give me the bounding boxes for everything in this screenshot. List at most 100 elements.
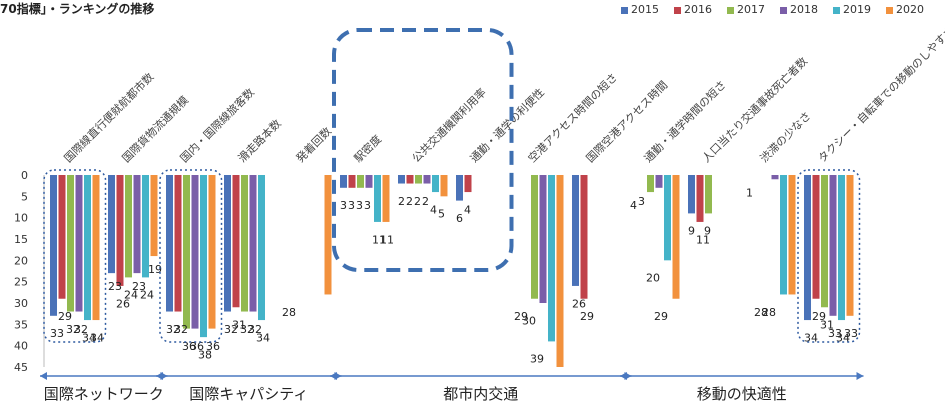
- bar: [788, 175, 796, 295]
- y-tick-label: 15: [14, 233, 28, 246]
- legend-swatch: [674, 6, 681, 14]
- data-label: 29: [58, 310, 72, 323]
- data-label: 3: [364, 199, 371, 212]
- data-label: 36: [190, 340, 204, 353]
- bar: [829, 175, 837, 316]
- data-label: 32: [240, 323, 254, 336]
- bar: [556, 175, 564, 367]
- data-label: 11: [372, 233, 386, 246]
- bar: [406, 175, 414, 184]
- bar: [432, 175, 439, 193]
- data-label: 4: [464, 203, 471, 216]
- data-label: 34: [82, 331, 96, 344]
- data-label: 34: [256, 331, 270, 344]
- bar: [672, 175, 680, 299]
- bar: [258, 175, 265, 321]
- data-label: 1: [746, 186, 753, 199]
- data-label: 33: [50, 327, 64, 340]
- data-label: 2: [406, 195, 413, 208]
- bar: [382, 175, 390, 222]
- y-tick-label: 30: [14, 297, 28, 310]
- data-label: 24: [140, 289, 154, 302]
- bar: [812, 175, 820, 299]
- data-label: 28: [762, 306, 776, 319]
- bar: [58, 175, 66, 299]
- data-label: 32: [66, 323, 80, 336]
- legend-label: 2018: [790, 3, 818, 16]
- bar: [340, 175, 347, 188]
- bar: [174, 175, 182, 312]
- bar: [440, 175, 448, 197]
- data-label: 2: [398, 195, 405, 208]
- group-label: 国際キャパシティ: [189, 385, 308, 403]
- data-label: 11: [696, 233, 710, 246]
- data-label: 24: [124, 289, 138, 302]
- bar: [464, 175, 472, 193]
- bar: [200, 175, 207, 338]
- highlight-box: [43, 169, 107, 343]
- bar: [133, 175, 141, 274]
- data-label: 39: [530, 353, 544, 366]
- data-label: 23: [108, 280, 122, 293]
- data-label: 4: [430, 203, 437, 216]
- bar: [116, 175, 124, 286]
- data-label: 3: [348, 199, 355, 212]
- bar: [150, 175, 158, 257]
- bar: [846, 175, 854, 316]
- group-arrow-head: [620, 372, 627, 380]
- data-label: 2: [414, 195, 421, 208]
- bar: [664, 175, 671, 261]
- data-label: 11: [380, 233, 394, 246]
- legend-item: 2020: [886, 3, 924, 16]
- group-label: 都市内交通: [443, 385, 518, 403]
- bar: [241, 175, 248, 312]
- legend-item: 2015: [621, 3, 659, 16]
- bar: [647, 175, 654, 193]
- bar: [142, 175, 149, 278]
- category-label: タクシー・自転車での移動のしやすさ: [815, 23, 945, 165]
- data-label: 34: [90, 331, 104, 344]
- legend-item: 2016: [674, 3, 712, 16]
- y-tick-label: 20: [14, 254, 28, 267]
- category-label: 渋滞の少なさ: [758, 109, 814, 165]
- bar: [357, 175, 364, 188]
- data-label: 32: [74, 323, 88, 336]
- category-label: 駅密度: [351, 132, 384, 165]
- data-label: 3: [638, 195, 645, 208]
- bar: [208, 175, 216, 329]
- legend-swatch: [833, 6, 840, 14]
- bar: [224, 175, 231, 312]
- y-tick-label: 5: [21, 190, 28, 203]
- y-tick-label: 45: [14, 361, 28, 374]
- bar: [232, 175, 240, 308]
- data-label: 28: [282, 306, 296, 319]
- highlight-box: [159, 169, 223, 343]
- legend-label: 2016: [684, 3, 712, 16]
- bar: [456, 175, 463, 201]
- bar: [771, 175, 779, 180]
- category-label: 人口当たり交通事故死亡者数: [699, 54, 810, 165]
- data-label: 36: [206, 340, 220, 353]
- bar: [166, 175, 173, 312]
- bar: [324, 175, 332, 295]
- bar: [804, 175, 811, 321]
- data-label: 31: [820, 319, 834, 332]
- data-label: 26: [116, 297, 130, 310]
- bar: [548, 175, 555, 342]
- bar: [398, 175, 405, 184]
- bar: [415, 175, 422, 184]
- legend-label: 2019: [843, 3, 871, 16]
- y-tick-label: 40: [14, 340, 28, 353]
- legend-swatch: [886, 6, 893, 14]
- legend-swatch: [780, 6, 787, 14]
- data-label: 32: [224, 323, 238, 336]
- legend-item: 2018: [780, 3, 818, 16]
- group-arrow-head: [156, 372, 163, 380]
- data-label: 28: [754, 306, 768, 319]
- group-arrow-head: [330, 372, 337, 380]
- data-label: 9: [688, 225, 695, 238]
- data-label: 29: [514, 310, 528, 323]
- bar: [838, 175, 845, 321]
- bar: [688, 175, 695, 214]
